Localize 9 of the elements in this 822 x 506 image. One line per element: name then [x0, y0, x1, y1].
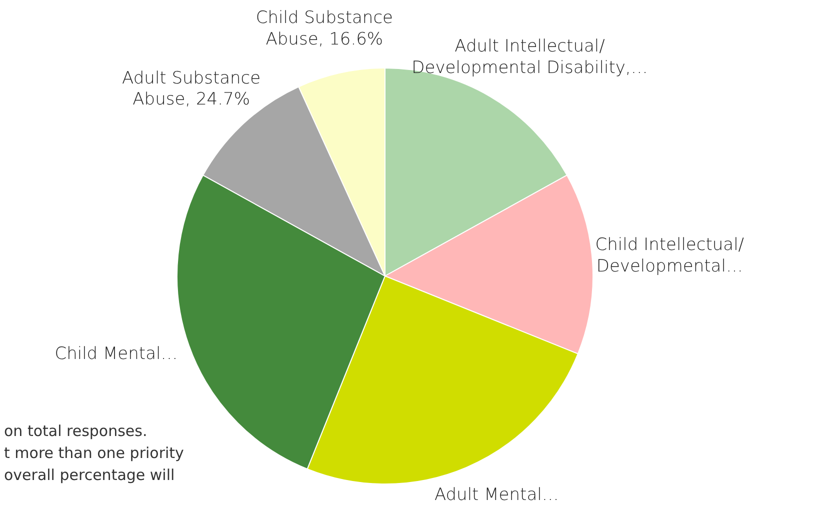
text: t more than one priority: [4, 444, 184, 462]
slice-label: Adult Mental…: [434, 485, 559, 505]
slice-label: Adult Substance Abuse, 24.7%: [122, 68, 261, 110]
text: on total responses.: [4, 422, 148, 440]
slice-label: Child Substance Abuse, 16.6%: [256, 8, 394, 50]
text: overall percentage will: [4, 466, 175, 484]
slice-label: Adult Intellectual/ Developmental Disability,…: [412, 36, 648, 78]
slice-label: Child Mental…: [54, 344, 178, 364]
slice-label: Child Intellectual/ Developmental…: [595, 235, 744, 276]
